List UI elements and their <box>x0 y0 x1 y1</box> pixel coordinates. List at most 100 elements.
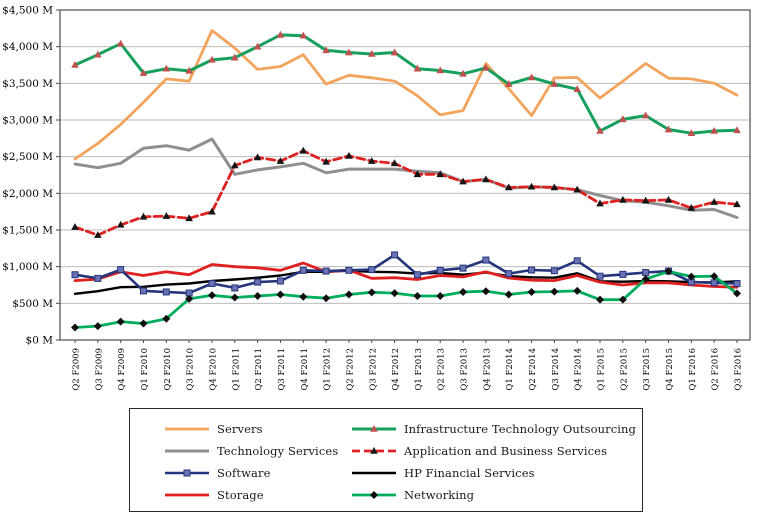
data-point-marker <box>687 129 696 136</box>
data-point-marker <box>390 48 399 56</box>
data-point-marker <box>687 204 696 211</box>
x-axis-tick-label: Q1 F2011 <box>231 348 241 391</box>
data-point-marker <box>230 293 239 302</box>
data-point-marker <box>550 267 558 275</box>
data-point-marker <box>253 153 262 161</box>
data-point-marker <box>230 161 239 169</box>
y-axis-tick-label: $2,500 M <box>2 151 53 163</box>
data-point-marker <box>230 53 239 61</box>
data-point-marker <box>619 115 627 123</box>
x-axis-tick-label: Q4 F2010 <box>208 348 218 391</box>
x-axis-tick-label: Q2 F2009 <box>72 348 82 391</box>
data-point-marker <box>459 177 467 185</box>
data-point-marker <box>368 266 376 274</box>
x-axis-tick-label: Q2 F2011 <box>254 348 264 391</box>
x-axis-tick-label: Q4 F2015 <box>665 348 675 391</box>
series-line <box>73 33 739 135</box>
x-axis-tick-label: Q2 F2014 <box>528 348 538 391</box>
data-point-marker <box>93 322 102 331</box>
data-point-marker <box>710 127 718 134</box>
data-point-marker <box>139 319 148 328</box>
data-point-marker <box>664 267 673 276</box>
data-point-marker <box>139 287 147 295</box>
data-point-marker <box>94 274 102 282</box>
series-line <box>73 29 739 161</box>
revenue-line-chart: $0 M $500 M $1,000 M $1,500 M $2,000 M $2,500… <box>2 5 751 391</box>
legend-key-infrastructure-technology-outsourcing-line <box>351 425 396 432</box>
x-axis-tick-label: Q3 F2014 <box>551 348 561 391</box>
data-point-marker <box>322 267 330 275</box>
legend-key-software-line <box>165 469 209 477</box>
legend-item-infrastructure-technology-outsourcing: Infrastructure Technology Outsourcing <box>351 418 636 440</box>
data-point-marker <box>596 295 605 304</box>
data-point-marker <box>276 290 285 299</box>
series-software <box>71 251 741 297</box>
data-point-marker <box>733 280 741 288</box>
legend-label: Networking <box>403 488 475 502</box>
y-axis-tick-label: $3,000 M <box>2 115 53 127</box>
data-point-marker <box>733 289 741 298</box>
data-point-marker <box>527 287 536 296</box>
data-point-marker <box>208 207 216 215</box>
data-point-marker <box>573 185 582 193</box>
data-point-marker <box>185 214 193 222</box>
data-point-marker <box>436 66 445 74</box>
data-point-marker <box>299 146 308 154</box>
data-point-marker <box>413 271 421 279</box>
data-point-marker <box>482 175 490 183</box>
legend-key-storage-line <box>165 493 209 497</box>
legend-key-networking-line <box>351 491 396 499</box>
data-point-marker <box>117 266 125 274</box>
data-point-marker <box>528 266 536 274</box>
legend-item-hp-financial-services: HP Financial Services <box>351 462 636 484</box>
x-axis-tick-label: Q2 F2013 <box>437 348 447 391</box>
x-axis-tick-label: Q1 F2016 <box>688 348 698 391</box>
series-storage <box>73 261 739 289</box>
data-point-marker <box>573 85 582 92</box>
data-point-marker <box>550 287 559 296</box>
data-point-marker <box>71 223 79 230</box>
data-point-marker <box>596 272 604 280</box>
legend-key-hp-financial-services-line <box>351 471 396 475</box>
legend-label: HP Financial Services <box>403 466 535 480</box>
y-axis-tick-label: $4,500 M <box>2 5 53 17</box>
legend-item-networking: Networking <box>351 484 636 506</box>
data-point-marker <box>436 266 444 274</box>
data-point-marker <box>299 292 308 301</box>
y-axis-tick-label: $1,000 M <box>2 261 53 273</box>
data-point-marker <box>344 290 353 299</box>
data-point-marker <box>71 61 79 68</box>
data-point-marker <box>527 73 536 81</box>
series-line <box>73 149 739 237</box>
data-point-marker <box>254 278 262 286</box>
x-axis-tick-label: Q4 F2012 <box>391 348 401 391</box>
data-point-marker <box>504 183 513 191</box>
data-point-marker <box>482 63 490 71</box>
data-point-marker <box>208 280 216 288</box>
data-point-marker <box>687 272 696 281</box>
data-point-marker <box>299 31 308 39</box>
data-point-marker <box>504 290 513 299</box>
data-point-marker <box>116 220 125 228</box>
x-axis-tick-label: Q2 F2010 <box>163 348 173 391</box>
data-point-marker <box>733 126 741 134</box>
legend-label: Storage <box>217 488 264 502</box>
legend-item-technology-services: Technology Services <box>164 440 351 462</box>
legend-key-servers-line <box>165 427 209 431</box>
legend-label: Technology Services <box>217 444 339 458</box>
data-point-marker <box>367 50 376 57</box>
data-point-marker <box>550 183 559 191</box>
data-point-marker <box>413 170 422 178</box>
x-axis-tick-label: Q3 F2016 <box>734 348 744 391</box>
data-point-marker <box>253 42 262 50</box>
series-infrastructure-technology-outsourcing <box>71 30 741 136</box>
data-point-marker <box>733 200 741 208</box>
data-point-marker <box>641 111 650 119</box>
legend-label: Application and Business Services <box>403 444 608 458</box>
data-point-marker <box>322 157 330 165</box>
y-axis-tick-label: $500 M <box>12 298 53 310</box>
data-point-marker <box>116 39 125 47</box>
data-point-marker <box>710 272 719 281</box>
y-axis-tick-label: $1,500 M <box>2 225 53 237</box>
x-axis-tick-label: Q4 F2011 <box>300 348 310 391</box>
